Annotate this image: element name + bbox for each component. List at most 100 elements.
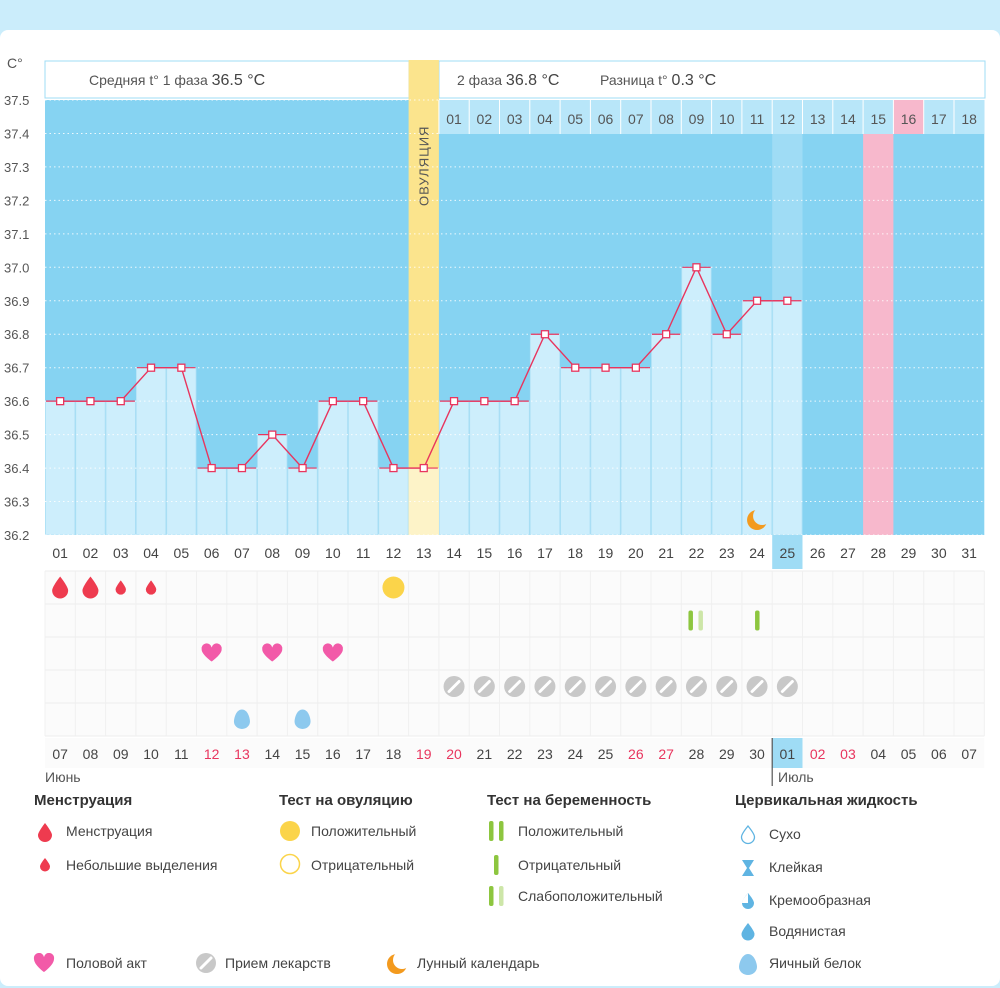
phase2-day-label: 06 — [598, 111, 614, 127]
temperature-point — [116, 397, 125, 406]
phase2-day-label: 12 — [780, 111, 796, 127]
legend-menstruation-title: Менструация — [34, 792, 133, 809]
ovulation-positive-icon — [280, 821, 300, 841]
temperature-bar — [348, 400, 379, 536]
temperature-point — [571, 363, 580, 372]
drop-icon — [38, 823, 52, 842]
cycle-day-label: 31 — [961, 545, 977, 561]
calendar-date-label: 21 — [477, 746, 493, 762]
heart-icon — [262, 643, 283, 662]
pill-stripe — [750, 680, 764, 693]
phase1-box — [44, 60, 410, 99]
pregnancy-weak-icon — [489, 886, 504, 906]
legend-cervical-title: Цервикальная жидкость — [735, 792, 918, 809]
phase2-day-label: 18 — [961, 111, 977, 127]
cycle-day-label: 11 — [356, 545, 371, 561]
temperature-point — [510, 397, 519, 406]
temperature-point — [419, 463, 428, 473]
calendar-date-label: 19 — [416, 746, 432, 762]
cycle-day-label: 18 — [567, 545, 583, 561]
phase2-day-label: 07 — [628, 111, 644, 127]
temperature-bar — [620, 367, 651, 536]
pill-stripe — [720, 680, 734, 693]
temperature-bar — [590, 367, 621, 536]
cycle-day-label: 27 — [840, 545, 856, 561]
calendar-date-label: 22 — [507, 746, 523, 762]
phase2-value: 36.8 °C — [505, 72, 560, 89]
temperature-point — [146, 363, 156, 372]
temperature-bar — [742, 300, 773, 536]
legend-intercourse: Половой акт — [66, 955, 147, 971]
small-drop-icon — [40, 858, 50, 872]
cycle-day-label: 10 — [325, 545, 341, 561]
y-tick-label: 37.4 — [4, 126, 29, 141]
phase2-day-label: 11 — [750, 111, 765, 127]
cycle-day-label: 05 — [174, 545, 190, 561]
unit-label: С° — [7, 55, 23, 71]
temperature-point — [268, 430, 277, 439]
temperature-point — [449, 397, 459, 406]
cycle-day-label: 21 — [658, 545, 674, 561]
cycle-day-label: 16 — [507, 545, 523, 561]
temperature-point — [328, 397, 338, 406]
legend-ovulation-title: Тест на овуляцию — [279, 792, 413, 809]
pill-icon — [196, 953, 216, 973]
small-drop-icon — [145, 580, 157, 595]
pill-stripe — [508, 680, 522, 693]
legend-pregnancy-positive: Положительный — [518, 823, 624, 839]
phase2-day-label: 13 — [810, 111, 826, 127]
calendar-date-label: 10 — [143, 746, 159, 762]
calendar-date-label: 09 — [113, 746, 129, 762]
pregnancy-test-icon — [698, 610, 703, 631]
calendar-date-label: 12 — [204, 746, 220, 762]
pill-stripe — [447, 680, 461, 693]
calendar-date-label: 29 — [719, 746, 735, 762]
temperature-bar — [166, 367, 197, 536]
phase2-day-label: 15 — [870, 111, 886, 127]
calendar-date-label: 04 — [870, 746, 886, 762]
ovulation-negative-icon — [279, 853, 301, 875]
temperature-bar — [469, 400, 500, 536]
y-tick-label: 36.7 — [4, 361, 29, 376]
temperature-point — [56, 397, 65, 406]
calendar-date-label: 07 — [52, 746, 68, 762]
phase2-day-label: 14 — [840, 111, 856, 127]
heart-icon — [322, 643, 343, 662]
cycle-day-label: 20 — [628, 545, 644, 561]
cycle-axis-bg — [45, 535, 985, 569]
phase2-box — [438, 60, 986, 99]
calendar-date-label: 07 — [961, 746, 977, 762]
calendar-date-label: 03 — [840, 746, 856, 762]
legend-pregnancy-weak: Слабоположительный — [518, 888, 663, 904]
calendar-date-label: 13 — [234, 746, 250, 762]
cycle-day-label: 24 — [749, 545, 765, 561]
pregnancy-test-icon — [688, 610, 693, 631]
temperature-point — [86, 397, 95, 406]
cycle-day-label: 19 — [598, 545, 614, 561]
heart-icon — [33, 953, 55, 972]
pill-stripe — [477, 680, 491, 693]
calendar-date-label: 15 — [295, 746, 311, 762]
moon-icon — [387, 952, 409, 974]
calendar-date-label: 18 — [386, 746, 402, 762]
legend-medication: Прием лекарств — [225, 955, 331, 971]
legend-lunar: Лунный календарь — [417, 955, 540, 971]
phase2-day-label: 05 — [567, 111, 583, 127]
phase2-day-highlight — [893, 100, 924, 134]
calendar-month-start — [772, 738, 803, 768]
y-tick-label: 37.2 — [4, 193, 29, 208]
legend-ovulation-positive: Положительный — [311, 823, 417, 839]
month-june: Июнь — [45, 769, 81, 785]
small-drop-icon — [115, 580, 126, 595]
pill-stripe — [538, 680, 552, 693]
legend-pregnancy-title: Тест на беременность — [487, 792, 652, 809]
cycle-day-label: 01 — [52, 545, 68, 561]
legend-cervical-creamy: Кремообразная — [769, 892, 871, 908]
cycle-day-label: 12 — [386, 545, 402, 561]
calendar-date-label: 05 — [901, 746, 917, 762]
drop-icon — [52, 576, 69, 599]
pill-stripe — [780, 680, 794, 693]
temperature-point — [480, 397, 489, 406]
calendar-date-label: 08 — [83, 746, 99, 762]
